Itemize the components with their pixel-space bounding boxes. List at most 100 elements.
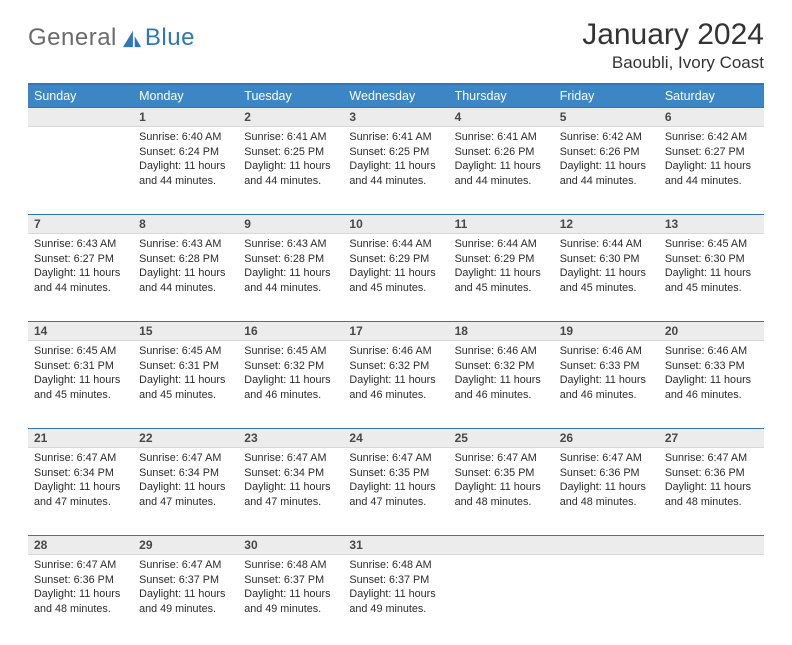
daylight-text: Daylight: 11 hours and 44 minutes. xyxy=(560,159,653,188)
sunrise-text: Sunrise: 6:47 AM xyxy=(560,451,653,466)
daylight-text: Daylight: 11 hours and 46 minutes. xyxy=(244,373,337,402)
sunset-text: Sunset: 6:24 PM xyxy=(139,145,232,160)
sunset-text: Sunset: 6:34 PM xyxy=(244,466,337,481)
day-header: Tuesday xyxy=(238,84,343,108)
day-body-cell: Sunrise: 6:47 AMSunset: 6:35 PMDaylight:… xyxy=(343,448,448,536)
day-number-cell: 5 xyxy=(554,108,659,127)
day-body-cell: Sunrise: 6:43 AMSunset: 6:28 PMDaylight:… xyxy=(133,234,238,322)
sunrise-text: Sunrise: 6:47 AM xyxy=(665,451,758,466)
day-body-cell: Sunrise: 6:41 AMSunset: 6:25 PMDaylight:… xyxy=(238,127,343,215)
sunset-text: Sunset: 6:32 PM xyxy=(244,359,337,374)
day-body-cell: Sunrise: 6:48 AMSunset: 6:37 PMDaylight:… xyxy=(343,555,448,635)
sunrise-text: Sunrise: 6:41 AM xyxy=(455,130,548,145)
day-number-cell: 7 xyxy=(28,215,133,234)
day-body-cell: Sunrise: 6:45 AMSunset: 6:31 PMDaylight:… xyxy=(133,341,238,429)
sunset-text: Sunset: 6:30 PM xyxy=(665,252,758,267)
daylight-text: Daylight: 11 hours and 47 minutes. xyxy=(244,480,337,509)
day-body-row: Sunrise: 6:47 AMSunset: 6:34 PMDaylight:… xyxy=(28,448,764,536)
sunrise-text: Sunrise: 6:48 AM xyxy=(349,558,442,573)
day-body-cell: Sunrise: 6:46 AMSunset: 6:33 PMDaylight:… xyxy=(659,341,764,429)
calendar-week: 78910111213Sunrise: 6:43 AMSunset: 6:27 … xyxy=(28,215,764,322)
day-body-cell: Sunrise: 6:43 AMSunset: 6:27 PMDaylight:… xyxy=(28,234,133,322)
sunset-text: Sunset: 6:37 PM xyxy=(139,573,232,588)
day-number-row: 21222324252627 xyxy=(28,429,764,448)
sunset-text: Sunset: 6:25 PM xyxy=(244,145,337,160)
sunrise-text: Sunrise: 6:41 AM xyxy=(244,130,337,145)
daylight-text: Daylight: 11 hours and 44 minutes. xyxy=(349,159,442,188)
day-number-cell: 16 xyxy=(238,322,343,341)
day-number-cell xyxy=(659,536,764,555)
sunrise-text: Sunrise: 6:47 AM xyxy=(349,451,442,466)
daylight-text: Daylight: 11 hours and 44 minutes. xyxy=(139,266,232,295)
day-body-cell: Sunrise: 6:47 AMSunset: 6:36 PMDaylight:… xyxy=(659,448,764,536)
sunrise-text: Sunrise: 6:45 AM xyxy=(244,344,337,359)
daylight-text: Daylight: 11 hours and 45 minutes. xyxy=(455,266,548,295)
daylight-text: Daylight: 11 hours and 44 minutes. xyxy=(139,159,232,188)
sunset-text: Sunset: 6:26 PM xyxy=(455,145,548,160)
day-number-cell xyxy=(28,108,133,127)
sunset-text: Sunset: 6:32 PM xyxy=(349,359,442,374)
daylight-text: Daylight: 11 hours and 47 minutes. xyxy=(349,480,442,509)
daylight-text: Daylight: 11 hours and 46 minutes. xyxy=(455,373,548,402)
sunrise-text: Sunrise: 6:45 AM xyxy=(34,344,127,359)
day-number-cell: 30 xyxy=(238,536,343,555)
day-body-cell: Sunrise: 6:47 AMSunset: 6:34 PMDaylight:… xyxy=(238,448,343,536)
sunrise-text: Sunrise: 6:42 AM xyxy=(560,130,653,145)
sunrise-text: Sunrise: 6:40 AM xyxy=(139,130,232,145)
calendar-table: SundayMondayTuesdayWednesdayThursdayFrid… xyxy=(28,83,764,635)
daylight-text: Daylight: 11 hours and 48 minutes. xyxy=(455,480,548,509)
day-body-cell: Sunrise: 6:48 AMSunset: 6:37 PMDaylight:… xyxy=(238,555,343,635)
day-body-cell: Sunrise: 6:43 AMSunset: 6:28 PMDaylight:… xyxy=(238,234,343,322)
sunrise-text: Sunrise: 6:45 AM xyxy=(139,344,232,359)
sunset-text: Sunset: 6:36 PM xyxy=(34,573,127,588)
daylight-text: Daylight: 11 hours and 45 minutes. xyxy=(34,373,127,402)
sunset-text: Sunset: 6:28 PM xyxy=(244,252,337,267)
daylight-text: Daylight: 11 hours and 44 minutes. xyxy=(455,159,548,188)
day-number-cell: 13 xyxy=(659,215,764,234)
day-number-cell: 18 xyxy=(449,322,554,341)
day-body-cell: Sunrise: 6:41 AMSunset: 6:25 PMDaylight:… xyxy=(343,127,448,215)
sunrise-text: Sunrise: 6:43 AM xyxy=(139,237,232,252)
daylight-text: Daylight: 11 hours and 44 minutes. xyxy=(34,266,127,295)
day-number-cell: 1 xyxy=(133,108,238,127)
day-number-cell: 3 xyxy=(343,108,448,127)
sunset-text: Sunset: 6:35 PM xyxy=(455,466,548,481)
day-body-cell: Sunrise: 6:47 AMSunset: 6:37 PMDaylight:… xyxy=(133,555,238,635)
sunset-text: Sunset: 6:29 PM xyxy=(455,252,548,267)
day-body-cell: Sunrise: 6:44 AMSunset: 6:29 PMDaylight:… xyxy=(449,234,554,322)
day-number-cell: 25 xyxy=(449,429,554,448)
daylight-text: Daylight: 11 hours and 45 minutes. xyxy=(349,266,442,295)
calendar-week: 28293031Sunrise: 6:47 AMSunset: 6:36 PMD… xyxy=(28,536,764,635)
day-body-cell: Sunrise: 6:42 AMSunset: 6:26 PMDaylight:… xyxy=(554,127,659,215)
sunset-text: Sunset: 6:36 PM xyxy=(665,466,758,481)
sunset-text: Sunset: 6:25 PM xyxy=(349,145,442,160)
day-body-cell: Sunrise: 6:44 AMSunset: 6:29 PMDaylight:… xyxy=(343,234,448,322)
day-body-cell xyxy=(449,555,554,635)
month-title: January 2024 xyxy=(582,18,764,51)
sunrise-text: Sunrise: 6:46 AM xyxy=(665,344,758,359)
day-body-row: Sunrise: 6:43 AMSunset: 6:27 PMDaylight:… xyxy=(28,234,764,322)
sunrise-text: Sunrise: 6:47 AM xyxy=(455,451,548,466)
daylight-text: Daylight: 11 hours and 46 minutes. xyxy=(665,373,758,402)
daylight-text: Daylight: 11 hours and 47 minutes. xyxy=(34,480,127,509)
sunset-text: Sunset: 6:37 PM xyxy=(244,573,337,588)
day-number-cell xyxy=(554,536,659,555)
sunset-text: Sunset: 6:33 PM xyxy=(665,359,758,374)
sunset-text: Sunset: 6:30 PM xyxy=(560,252,653,267)
day-body-cell: Sunrise: 6:45 AMSunset: 6:30 PMDaylight:… xyxy=(659,234,764,322)
sunset-text: Sunset: 6:34 PM xyxy=(139,466,232,481)
location-label: Baoubli, Ivory Coast xyxy=(582,53,764,73)
day-number-cell: 14 xyxy=(28,322,133,341)
day-body-row: Sunrise: 6:47 AMSunset: 6:36 PMDaylight:… xyxy=(28,555,764,635)
sunset-text: Sunset: 6:33 PM xyxy=(560,359,653,374)
daylight-text: Daylight: 11 hours and 46 minutes. xyxy=(349,373,442,402)
day-number-cell: 9 xyxy=(238,215,343,234)
day-number-cell: 21 xyxy=(28,429,133,448)
day-number-cell: 20 xyxy=(659,322,764,341)
sunset-text: Sunset: 6:26 PM xyxy=(560,145,653,160)
day-body-cell: Sunrise: 6:45 AMSunset: 6:32 PMDaylight:… xyxy=(238,341,343,429)
sunrise-text: Sunrise: 6:47 AM xyxy=(244,451,337,466)
logo-text-general: General xyxy=(28,24,117,52)
day-header: Thursday xyxy=(449,84,554,108)
day-number-cell: 15 xyxy=(133,322,238,341)
